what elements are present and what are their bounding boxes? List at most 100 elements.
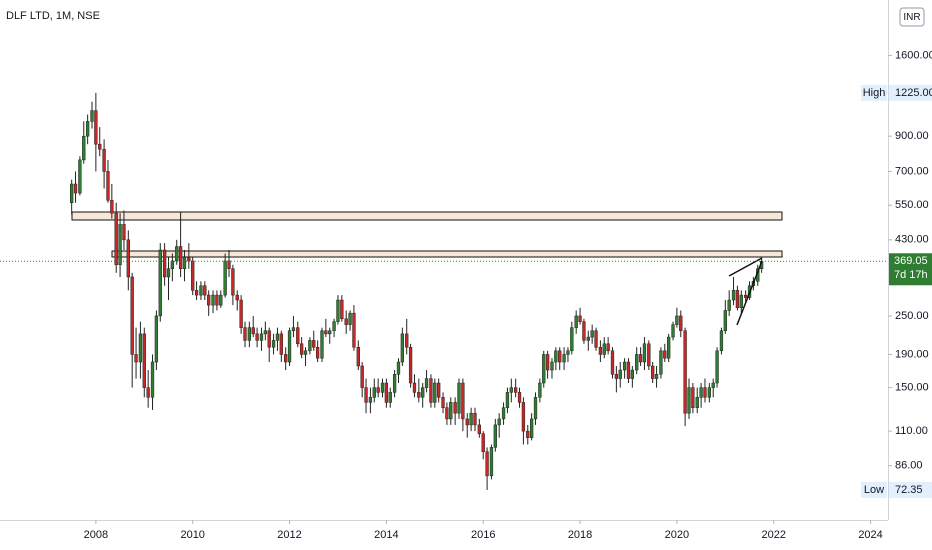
- candle-body: [654, 373, 659, 379]
- candle-body: [538, 382, 542, 398]
- wedge-line[interactable]: [736, 260, 763, 326]
- candle-body: [529, 418, 534, 438]
- candle-body: [445, 407, 449, 420]
- candle-body: [485, 451, 489, 477]
- candle-body: [275, 333, 280, 341]
- x-tick-label: 2012: [277, 529, 301, 541]
- candle-body: [558, 350, 562, 363]
- candle-body: [647, 343, 651, 367]
- candle-body: [312, 340, 316, 348]
- candle-body: [364, 387, 368, 403]
- candle-body: [328, 330, 332, 335]
- candle-body: [521, 402, 526, 432]
- candle-body: [356, 346, 360, 367]
- candle-body: [606, 343, 610, 352]
- candle-body: [533, 397, 538, 420]
- candle-body: [388, 392, 392, 403]
- candle-body: [594, 330, 598, 348]
- candle-body: [70, 183, 74, 204]
- candle-body: [90, 110, 94, 122]
- currency-label: INR: [903, 12, 920, 23]
- candle-body: [315, 346, 320, 359]
- candle-body: [408, 346, 413, 384]
- low-value-box: [889, 481, 932, 498]
- candle-body: [376, 387, 380, 393]
- candle-body: [336, 299, 340, 322]
- currency-badge[interactable]: [899, 7, 925, 27]
- candle-body: [247, 327, 252, 341]
- candle-body: [320, 330, 324, 359]
- candle-body: [162, 249, 167, 278]
- candle-body: [602, 343, 606, 355]
- candle-body: [642, 343, 647, 363]
- resistance-zone[interactable]: [111, 250, 783, 258]
- candle-body: [441, 397, 445, 408]
- chart-title: DLF LTD, 1M, NSE: [6, 10, 100, 22]
- candle-body: [711, 382, 715, 388]
- y-tick-label: 86.00: [895, 460, 923, 472]
- x-tick-label: 2024: [858, 529, 882, 541]
- y-tick-label: 700.00: [895, 165, 929, 177]
- candle-body: [243, 327, 247, 341]
- candle-body: [735, 290, 740, 309]
- candle-body: [545, 354, 550, 371]
- y-tick-label: 190.00: [895, 348, 929, 360]
- candle-body: [437, 382, 441, 398]
- candle-body: [360, 365, 364, 388]
- candle-body: [348, 312, 352, 325]
- countdown-label: 7d 17h: [894, 269, 928, 281]
- x-tick-label: 2020: [665, 529, 689, 541]
- candle-body: [372, 387, 376, 398]
- candle-body: [154, 315, 159, 363]
- candle-body: [98, 143, 102, 150]
- resistance-zone[interactable]: [71, 211, 783, 221]
- candle-body: [332, 321, 336, 331]
- candle-body: [396, 361, 401, 375]
- candle-body: [509, 387, 513, 393]
- candle-body: [699, 387, 703, 398]
- candle-body: [73, 183, 78, 194]
- candle-body: [570, 327, 574, 352]
- candle-body: [417, 392, 421, 398]
- high-tag: [861, 84, 887, 101]
- candle-body: [384, 382, 389, 403]
- candle-body: [514, 387, 518, 393]
- candle-body: [299, 343, 304, 355]
- candle-body: [400, 333, 405, 363]
- candle-body: [679, 315, 683, 331]
- y-tick-label: 250.00: [895, 310, 929, 322]
- candle-body: [392, 373, 397, 393]
- candle-body: [166, 268, 171, 278]
- candle-body: [743, 294, 748, 298]
- candle-body: [497, 418, 501, 426]
- candle-body: [477, 424, 481, 434]
- candle-body: [719, 330, 724, 352]
- low-tag: [861, 481, 887, 498]
- candle-body: [683, 330, 687, 414]
- candle-body: [215, 294, 219, 306]
- candle-body: [170, 260, 175, 269]
- x-tick-label: 2018: [568, 529, 592, 541]
- candle-body: [635, 354, 639, 371]
- candle-body: [707, 387, 711, 398]
- candle-body: [380, 382, 385, 393]
- candle-body: [287, 330, 292, 363]
- candle-body: [182, 256, 187, 269]
- candle-body: [453, 402, 457, 414]
- candle-body: [489, 447, 494, 477]
- candle-body: [114, 212, 118, 266]
- candle-body: [126, 239, 130, 278]
- candle-body: [267, 330, 271, 348]
- candle-body: [251, 327, 255, 335]
- candle-body: [501, 407, 506, 420]
- high-value-label: 1225.00: [895, 87, 932, 99]
- candle-body: [550, 361, 554, 371]
- candle-body: [469, 412, 473, 426]
- candle-body: [691, 387, 695, 408]
- candle-body: [715, 350, 719, 384]
- candle-body: [433, 382, 437, 403]
- x-tick-label: 2010: [180, 529, 204, 541]
- x-tick-label: 2016: [471, 529, 495, 541]
